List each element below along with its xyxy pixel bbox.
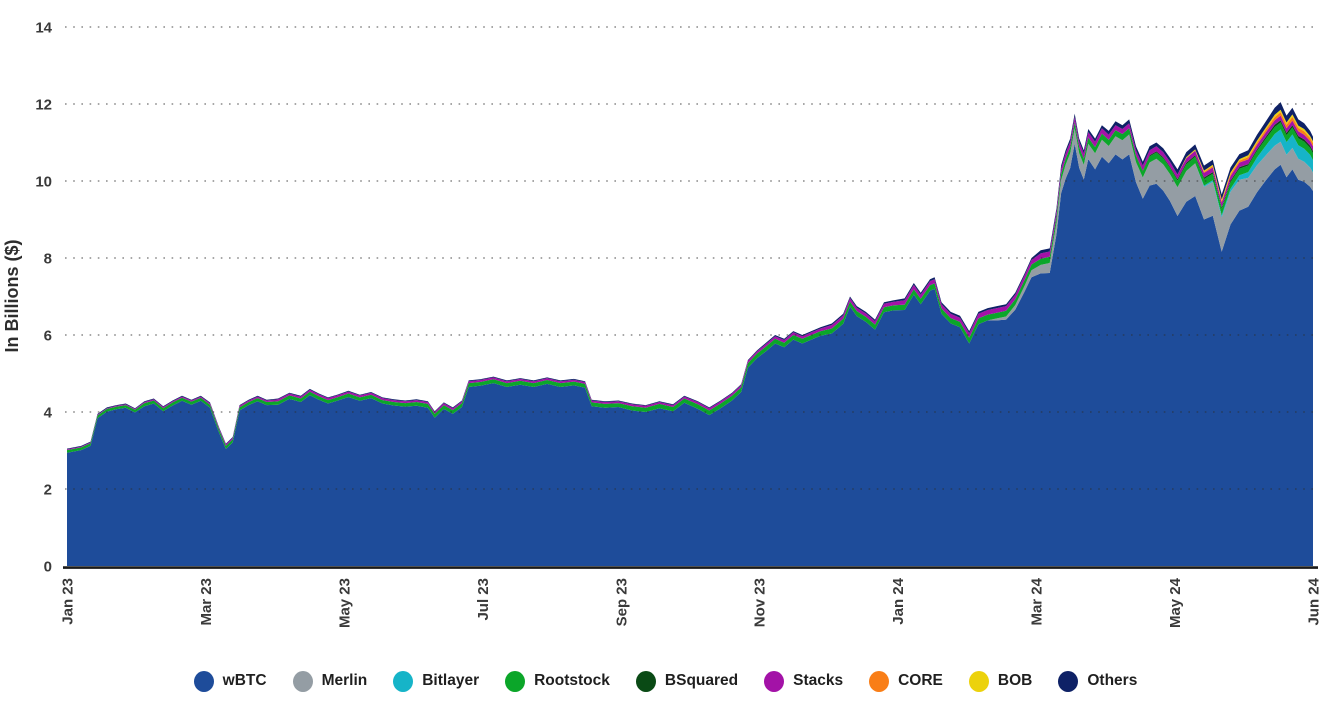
legend-dot-rootstock [505, 670, 526, 692]
stacked-area-chart: 0 2 4 6 8 10 12 14 Jan 23 Mar 23 May 23 Jul 23 Sep … [2, 20, 1323, 629]
legend-label-rootstock: Rootstock [534, 672, 610, 689]
legend-label-others: Others [1087, 672, 1138, 689]
x-tick-label-jan-23: Jan 23 [60, 578, 77, 625]
legend-dot-others [1058, 670, 1079, 692]
legend-dot-wbtc [193, 670, 214, 692]
x-tick-label-mar-23: Mar 23 [198, 578, 215, 626]
y-tick-label-10: 10 [35, 174, 52, 191]
legend-item-core[interactable]: CORE [869, 670, 943, 692]
y-tick-label-14: 14 [35, 20, 52, 37]
legend-item-bob[interactable]: BOB [968, 670, 1033, 692]
legend-label-bsquared: BSquared [664, 672, 739, 689]
x-tick-label-jan-24: Jan 24 [890, 577, 907, 624]
legend-label-bitlayer: Bitlayer [422, 672, 480, 689]
legend-dot-bob [968, 670, 989, 692]
y-tick-label-2: 2 [44, 482, 52, 499]
x-tick-label-jun-24: Jun 24 [1306, 577, 1323, 625]
legend-item-bsquared[interactable]: BSquared [635, 670, 739, 692]
x-tick-label-may-24: May 24 [1167, 577, 1184, 628]
legend-dot-merlin [292, 670, 313, 692]
legend-dot-stacks [764, 670, 785, 692]
x-tick-label-nov-23: Nov 23 [752, 578, 769, 627]
legend-label-bob: BOB [997, 672, 1033, 689]
x-tick-label-mar-24: Mar 24 [1029, 577, 1046, 625]
legend-dot-bitlayer [393, 670, 414, 692]
y-axis-title: In Billions ($) [2, 239, 22, 352]
y-tick-label-12: 12 [35, 97, 52, 114]
legend-item-others[interactable]: Others [1058, 670, 1138, 692]
x-axis-tick-labels: Jan 23 Mar 23 May 23 Jul 23 Sep 23 Nov 23 Jan … [60, 577, 1323, 628]
y-axis-tick-labels: 0 2 4 6 8 10 12 14 [35, 20, 52, 576]
legend-label-core: CORE [898, 672, 943, 689]
y-tick-label-4: 4 [44, 405, 53, 422]
legend-dot-core [869, 670, 890, 692]
legend-item-stacks[interactable]: Stacks [764, 670, 844, 692]
y-tick-label-0: 0 [44, 559, 52, 576]
chart-legend: wBTC Merlin Bitlayer Rootstock BSquared Stack… [0, 660, 1331, 702]
legend-item-merlin[interactable]: Merlin [292, 670, 368, 692]
legend-item-wbtc[interactable]: wBTC [193, 670, 267, 692]
legend-item-bitlayer[interactable]: Bitlayer [393, 670, 480, 692]
x-tick-label-may-23: May 23 [336, 578, 353, 628]
legend-label-stacks: Stacks [793, 672, 844, 689]
legend-item-rootstock[interactable]: Rootstock [505, 670, 610, 692]
y-tick-label-6: 6 [44, 328, 52, 345]
area-series-wbtc [67, 143, 1313, 566]
area-layers [67, 102, 1313, 566]
legend-label-wbtc: wBTC [222, 672, 267, 689]
legend-label-merlin: Merlin [321, 672, 368, 689]
x-tick-label-jul-23: Jul 23 [475, 578, 492, 621]
legend-dot-bsquared [635, 670, 656, 692]
x-tick-label-sep-23: Sep 23 [613, 578, 630, 626]
y-tick-label-8: 8 [44, 251, 52, 268]
